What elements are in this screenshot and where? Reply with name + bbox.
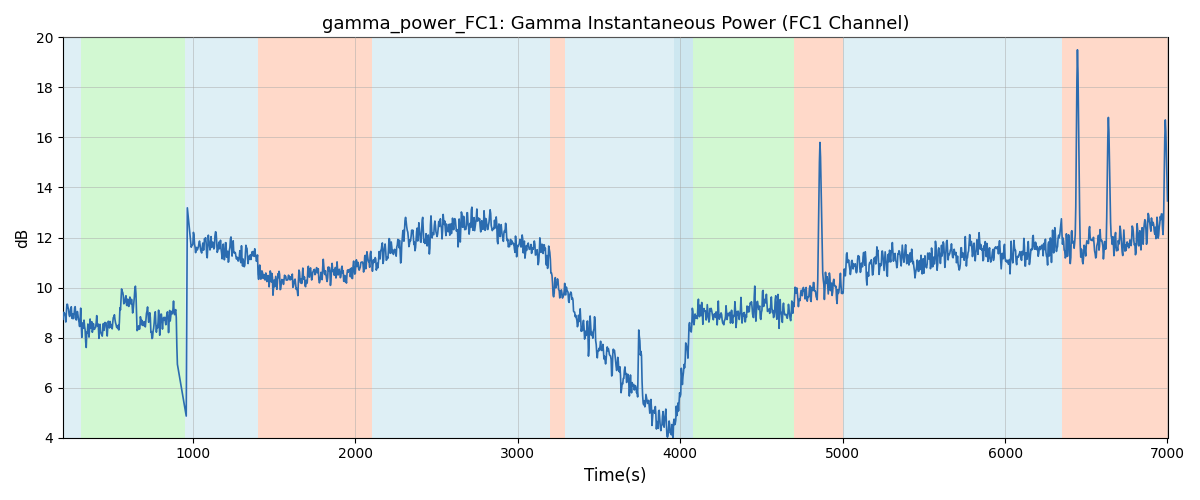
Bar xyxy=(1062,38,1168,438)
Bar xyxy=(372,38,551,438)
Y-axis label: dB: dB xyxy=(16,228,30,248)
Bar xyxy=(794,38,842,438)
Bar xyxy=(185,38,258,438)
Bar xyxy=(64,38,80,438)
Bar xyxy=(551,38,565,438)
Bar xyxy=(565,38,673,438)
Bar xyxy=(842,38,1062,438)
X-axis label: Time(s): Time(s) xyxy=(584,467,647,485)
Bar xyxy=(694,38,794,438)
Bar xyxy=(673,38,694,438)
Bar xyxy=(258,38,372,438)
Bar xyxy=(80,38,185,438)
Title: gamma_power_FC1: Gamma Instantaneous Power (FC1 Channel): gamma_power_FC1: Gamma Instantaneous Pow… xyxy=(322,15,910,34)
